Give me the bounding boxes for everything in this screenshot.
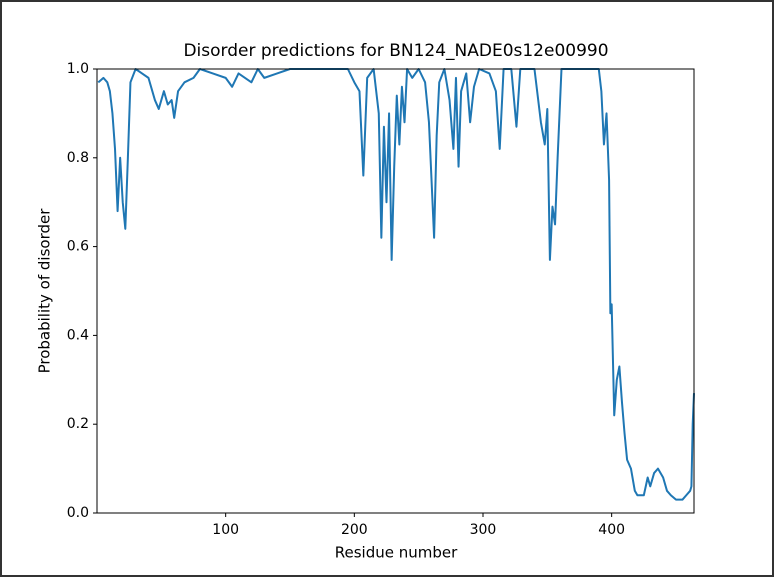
plot-area bbox=[96, 68, 695, 514]
y-tick-label: 0.8 bbox=[67, 150, 89, 166]
y-tick-label: 0.0 bbox=[67, 505, 89, 521]
x-tick-label: 200 bbox=[341, 522, 368, 538]
chart-title: Disorder predictions for BN124_NADE0s12e… bbox=[183, 41, 608, 61]
y-tick-label: 0.2 bbox=[67, 416, 89, 432]
x-axis-label: Residue number bbox=[335, 544, 458, 562]
x-tick-label: 100 bbox=[212, 522, 239, 538]
x-tick-label: 300 bbox=[470, 522, 497, 538]
y-axis-label: Probability of disorder bbox=[36, 208, 54, 374]
y-tick-label: 1.0 bbox=[67, 61, 89, 77]
y-tick-label: 0.6 bbox=[67, 239, 89, 255]
data-line bbox=[97, 68, 695, 501]
y-tick-label: 0.4 bbox=[67, 327, 89, 343]
x-tick-label: 400 bbox=[598, 522, 625, 538]
